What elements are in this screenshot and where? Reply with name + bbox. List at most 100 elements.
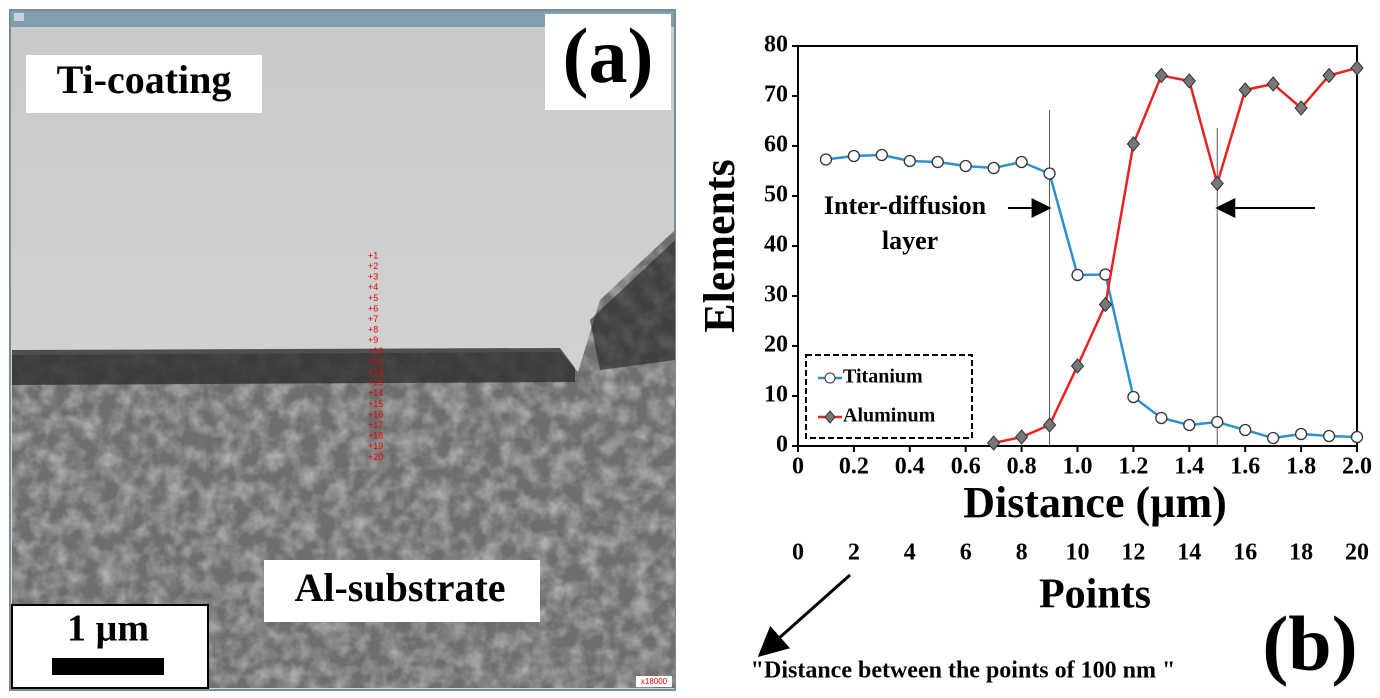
legend-label: Titanium xyxy=(843,366,923,388)
x-axis-title: Distance (µm) xyxy=(963,478,1227,527)
x2-tick-label: 10 xyxy=(1066,540,1090,566)
x2-tick-label: 12 xyxy=(1121,540,1145,566)
point-label: +13 xyxy=(368,378,383,388)
x-tick-label: 0.2 xyxy=(839,454,869,480)
y-tick-label: 70 xyxy=(764,82,788,108)
annotation: Inter-diffusion xyxy=(824,191,987,220)
point-label: +11 xyxy=(368,356,383,366)
point-label: +18 xyxy=(368,431,383,441)
point-label: +7 xyxy=(368,314,378,324)
substrate-label: Al-substrate xyxy=(294,565,505,610)
point xyxy=(848,151,859,162)
y-tick-label: 20 xyxy=(764,332,788,358)
point-label: +5 xyxy=(368,293,378,303)
point xyxy=(1016,430,1028,444)
x2-axis-title: Points xyxy=(1039,572,1151,618)
y-tick-label: 10 xyxy=(764,382,788,408)
x2-tick-label: 4 xyxy=(904,540,916,566)
y-tick-label: 80 xyxy=(764,32,788,58)
point xyxy=(1184,420,1195,431)
point xyxy=(1212,417,1223,428)
note-arrow xyxy=(760,575,850,655)
point xyxy=(1268,433,1279,444)
y-tick-label: 0 xyxy=(776,432,788,458)
x-tick-label: 0 xyxy=(792,454,804,480)
point-label: +19 xyxy=(368,441,383,451)
legend-label: Aluminum xyxy=(843,405,936,427)
x-tick-label: 0.8 xyxy=(1007,454,1037,480)
point xyxy=(932,157,943,168)
panel-label: (b) xyxy=(1262,600,1357,687)
point-label: +9 xyxy=(368,335,378,345)
x-tick-label: 1.0 xyxy=(1063,454,1093,480)
y-tick-label: 40 xyxy=(764,232,788,258)
scale-bar-label: 1 µm xyxy=(67,608,149,650)
point xyxy=(1016,157,1027,168)
note: "Distance between the points of 100 nm " xyxy=(751,658,1176,684)
x2-tick-label: 0 xyxy=(792,540,804,566)
y-tick-label: 50 xyxy=(764,182,788,208)
sem-image: Ti-coating (a) Al-substrate 1 µm x18000 … xyxy=(10,10,675,690)
annotation: layer xyxy=(882,226,938,255)
point-label: +8 xyxy=(368,325,378,335)
coating-label: Ti-coating xyxy=(57,57,232,102)
point xyxy=(1044,168,1055,179)
x-tick-label: 1.2 xyxy=(1118,454,1148,480)
point-label: +20 xyxy=(368,452,383,462)
point xyxy=(1155,69,1167,83)
point xyxy=(1296,429,1307,440)
x2-tick-label: 2 xyxy=(848,540,860,566)
point xyxy=(1099,298,1111,312)
point xyxy=(1183,74,1195,88)
point-label: +1 xyxy=(368,250,378,260)
x2-tick-label: 16 xyxy=(1233,540,1257,566)
x2-tick-label: 20 xyxy=(1345,540,1369,566)
point-label: +12 xyxy=(368,367,383,377)
y-tick-label: 30 xyxy=(764,282,788,308)
point xyxy=(1240,425,1251,436)
point xyxy=(1072,359,1084,373)
x2-tick-label: 14 xyxy=(1177,540,1201,566)
point-label: +4 xyxy=(368,282,378,292)
point xyxy=(1156,413,1167,424)
x-tick-label: 0.6 xyxy=(951,454,981,480)
series-line xyxy=(994,68,1357,443)
point-label: +6 xyxy=(368,303,378,313)
point xyxy=(988,436,1000,450)
x-tick-label: 1.4 xyxy=(1174,454,1204,480)
point-label: +3 xyxy=(368,272,378,282)
y-axis-title: Elements xyxy=(695,159,744,333)
x-tick-label: 2.0 xyxy=(1342,454,1372,480)
point-label: +14 xyxy=(368,388,383,398)
magnification: x18000 xyxy=(641,677,668,686)
point xyxy=(1352,432,1363,443)
point xyxy=(1128,392,1139,403)
point-label: +2 xyxy=(368,261,378,271)
point xyxy=(876,150,887,161)
panel-label: (a) xyxy=(563,12,654,99)
y-tick-label: 60 xyxy=(764,132,788,158)
legend-marker xyxy=(825,373,835,383)
x-tick-label: 1.8 xyxy=(1286,454,1316,480)
point xyxy=(820,154,831,165)
point xyxy=(1127,137,1139,151)
point-label: +10 xyxy=(368,346,383,356)
point xyxy=(1324,431,1335,442)
point xyxy=(1044,418,1056,432)
point xyxy=(1239,83,1251,97)
x-tick-label: 1.6 xyxy=(1230,454,1260,480)
point xyxy=(1211,177,1223,191)
point-label: +15 xyxy=(368,399,383,409)
x-tick-label: 0.4 xyxy=(895,454,925,480)
point-label: +16 xyxy=(368,409,383,419)
x2-tick-label: 18 xyxy=(1289,540,1313,566)
point-label: +17 xyxy=(368,420,383,430)
figure: Ti-coating (a) Al-substrate 1 µm x18000 … xyxy=(0,0,1380,698)
point xyxy=(960,161,971,172)
point xyxy=(904,156,915,167)
point xyxy=(1072,270,1083,281)
point xyxy=(988,163,999,174)
x2-tick-label: 8 xyxy=(1016,540,1028,566)
x2-tick-label: 6 xyxy=(960,540,972,566)
